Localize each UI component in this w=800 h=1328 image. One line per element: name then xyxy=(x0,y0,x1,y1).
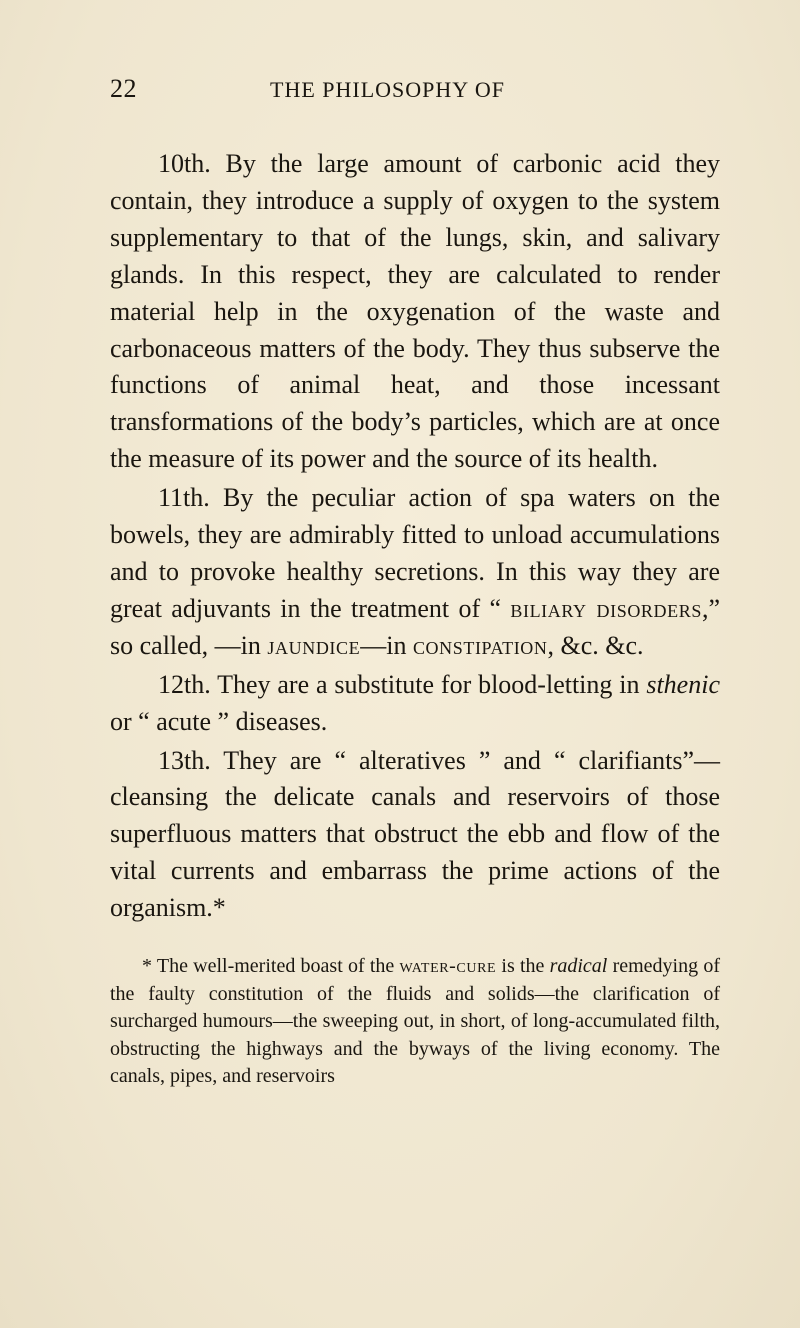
text-run: 12th. They are a substitute for blood-le… xyxy=(158,670,646,699)
footnote: * The well-merited boast of the water-cu… xyxy=(110,953,720,1091)
smallcaps-constipation: constipation xyxy=(413,631,548,660)
paragraph-11th: 11th. By the peculiar action of spa wate… xyxy=(110,480,720,665)
text-run: * The well-merited boast of the xyxy=(142,955,400,977)
italic-sthenic: sthenic xyxy=(646,670,720,699)
text-run: , &c. &c. xyxy=(548,631,644,660)
text-run: —in xyxy=(360,631,413,660)
paragraph-10th: 10th. By the large amount of carbonic ac… xyxy=(110,146,720,478)
smallcaps-jaundice: jaundice xyxy=(267,631,360,660)
paragraph-12th: 12th. They are a substitute for blood-le… xyxy=(110,667,720,741)
page-number: 22 xyxy=(110,74,150,104)
text-run: or “ acute ” diseases. xyxy=(110,707,327,736)
paragraph-13th: 13th. They are “ alteratives ” and “ cla… xyxy=(110,743,720,928)
page-header: 22 THE PHILOSOPHY OF xyxy=(110,74,720,104)
smallcaps-biliary-disorders: biliary disorders xyxy=(510,594,702,623)
body-text: 10th. By the large amount of carbonic ac… xyxy=(110,146,720,1091)
text-run: is the xyxy=(496,955,549,977)
smallcaps-water-cure: water-cure xyxy=(400,955,497,977)
running-title: THE PHILOSOPHY OF xyxy=(270,77,505,103)
italic-radical: radical xyxy=(550,955,608,977)
page: 22 THE PHILOSOPHY OF 10th. By the large … xyxy=(0,0,800,1328)
